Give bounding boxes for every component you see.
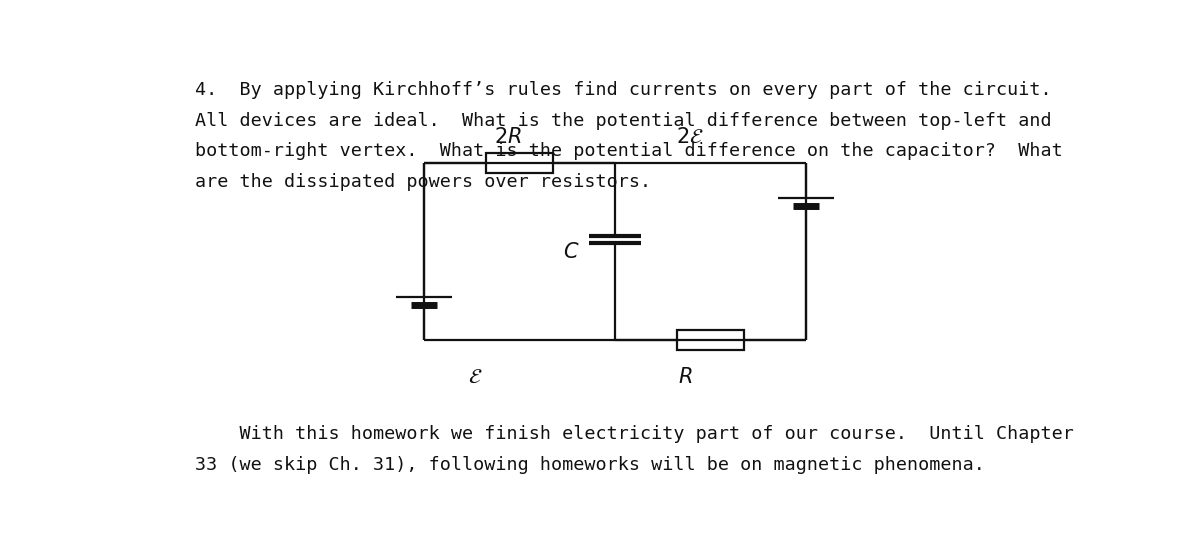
Text: With this homework we finish electricity part of our course.  Until Chapter: With this homework we finish electricity… <box>194 425 1074 442</box>
FancyBboxPatch shape <box>486 153 553 173</box>
Text: All devices are ideal.  What is the potential difference between top-left and: All devices are ideal. What is the poten… <box>194 112 1051 129</box>
Text: $C$: $C$ <box>563 242 580 262</box>
Text: $\mathcal{E}$: $\mathcal{E}$ <box>468 367 482 387</box>
Text: $R$: $R$ <box>678 367 692 387</box>
Text: $2\mathcal{E}$: $2\mathcal{E}$ <box>676 127 703 147</box>
Text: bottom-right vertex.  What is the potential difference on the capacitor?  What: bottom-right vertex. What is the potenti… <box>194 142 1062 160</box>
Text: $2R$: $2R$ <box>494 127 522 147</box>
Text: 33 (we skip Ch. 31), following homeworks will be on magnetic phenomena.: 33 (we skip Ch. 31), following homeworks… <box>194 456 984 473</box>
Text: 4.  By applying Kirchhoff’s rules find currents on every part of the circuit.: 4. By applying Kirchhoff’s rules find cu… <box>194 81 1051 98</box>
Text: are the dissipated powers over resistors.: are the dissipated powers over resistors… <box>194 173 650 192</box>
FancyBboxPatch shape <box>677 330 744 350</box>
